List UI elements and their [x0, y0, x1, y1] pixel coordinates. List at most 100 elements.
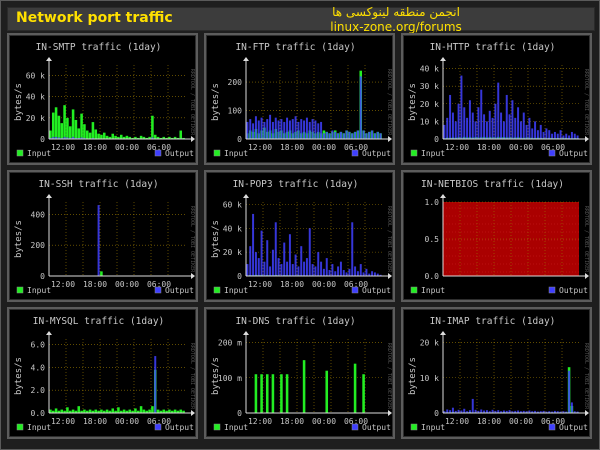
bar-output: [466, 411, 469, 413]
legend-output-swatch: [351, 286, 359, 294]
bar-output: [477, 107, 480, 139]
bar-input: [114, 135, 117, 139]
bar-output: [74, 137, 77, 139]
bar-input: [151, 406, 154, 413]
bar-output: [570, 131, 573, 139]
bar-input: [131, 410, 134, 413]
y-axis-label: bytes/s: [14, 357, 24, 395]
y-tick-label: 10 k: [420, 117, 439, 126]
bar-output: [257, 258, 260, 276]
bar-output: [271, 121, 274, 139]
side-credit: RRDTOOL / TOBI OETIKER: [189, 343, 195, 410]
series-output: [246, 76, 382, 139]
bar-input: [102, 132, 106, 139]
bar-output: [345, 272, 348, 276]
bar-output: [466, 117, 469, 139]
bar-output: [576, 135, 579, 139]
legend-input-swatch: [213, 423, 221, 431]
x-tick-label: 12:00: [248, 417, 272, 426]
bar-output: [373, 272, 376, 276]
bar-input: [77, 128, 81, 139]
bar-output: [368, 131, 371, 139]
bar-output: [556, 133, 559, 139]
bar-output: [266, 119, 269, 139]
bar-output: [325, 131, 328, 139]
y-tick-label: 20 k: [26, 114, 45, 123]
bar-input: [80, 410, 83, 413]
bar-output: [254, 252, 257, 276]
y-axis-arrow: [440, 194, 446, 198]
bar-output: [497, 410, 500, 413]
bar-input: [176, 410, 180, 413]
bar-output: [252, 123, 255, 139]
bar-input: [131, 137, 134, 139]
x-tick-label: 00:00: [509, 143, 533, 152]
x-tick-label: 06:00: [147, 417, 171, 426]
bar-input: [66, 117, 69, 139]
bar-output: [539, 124, 542, 139]
bar-output: [337, 133, 340, 139]
bar-output: [288, 120, 291, 139]
bar-input: [125, 410, 129, 413]
y-axis-arrow: [243, 57, 249, 61]
bar-input: [173, 136, 177, 139]
bar-input: [325, 370, 329, 413]
bar-output: [49, 137, 52, 139]
x-axis-arrow: [585, 410, 589, 416]
bar-output: [320, 261, 323, 276]
legend-output-label: Output: [362, 423, 391, 432]
bar-input: [168, 409, 171, 413]
y-tick-label: 100: [228, 107, 243, 116]
legend-input-swatch: [410, 286, 418, 294]
bar-output: [57, 137, 60, 139]
y-axis-arrow: [46, 57, 52, 61]
bar-output: [246, 264, 249, 276]
side-credit: RRDTOOL / TOBI OETIKER: [583, 343, 589, 410]
x-tick-label: 06:00: [344, 280, 368, 289]
bar-output: [519, 411, 522, 413]
bar-output: [480, 89, 483, 139]
y-tick-label: 0: [237, 272, 242, 281]
y-tick-label: 0: [237, 135, 242, 144]
y-axis-arrow: [440, 331, 446, 335]
bar-output: [246, 121, 249, 139]
bar-output: [60, 137, 63, 139]
bar-output: [348, 268, 351, 276]
y-tick-label: 0.5: [425, 235, 440, 244]
bar-input: [119, 410, 123, 413]
bar-input: [142, 136, 146, 139]
bar-output: [502, 121, 505, 139]
bar-input: [119, 134, 123, 139]
bar-output: [291, 119, 294, 139]
chart-title: IN-NETBIOS traffic (1day): [421, 179, 564, 190]
side-credit: RRDTOOL / TOBI OETIKER: [386, 343, 392, 410]
grid: [246, 65, 382, 140]
chart-panel-in-smtp: IN-SMTP traffic (1day) RRDTOOL / TOBI OET…: [7, 33, 198, 165]
bar-output: [568, 370, 571, 413]
x-tick-label: 18:00: [280, 417, 304, 426]
x-tick-label: 12:00: [248, 143, 272, 152]
legend-input-label: Input: [224, 286, 248, 295]
bar-output: [80, 137, 83, 139]
chart-title: IN-IMAP traffic (1day): [430, 316, 556, 327]
side-credit: RRDTOOL / TOBI OETIKER: [189, 206, 195, 273]
legend-output-label: Output: [165, 149, 194, 158]
legend-output-swatch: [154, 286, 162, 294]
bar-input: [108, 410, 112, 413]
bar-input: [151, 115, 154, 139]
y-tick-label: 0: [237, 409, 242, 418]
bar-output: [559, 411, 562, 413]
bar-output: [517, 107, 520, 139]
bar-output: [365, 133, 368, 139]
x-axis-arrow: [191, 136, 195, 142]
bar-output: [525, 411, 528, 413]
bar-output: [457, 409, 460, 413]
bar-output: [376, 273, 379, 276]
chart-title: IN-POP3 traffic (1day): [233, 179, 359, 190]
bar-input: [156, 409, 160, 413]
bar-output: [514, 117, 517, 139]
bar-input: [122, 409, 126, 413]
y-tick-label: 10 k: [420, 374, 439, 383]
bar-input: [145, 410, 149, 413]
side-credit: RRDTOOL / TOBI OETIKER: [386, 69, 392, 136]
